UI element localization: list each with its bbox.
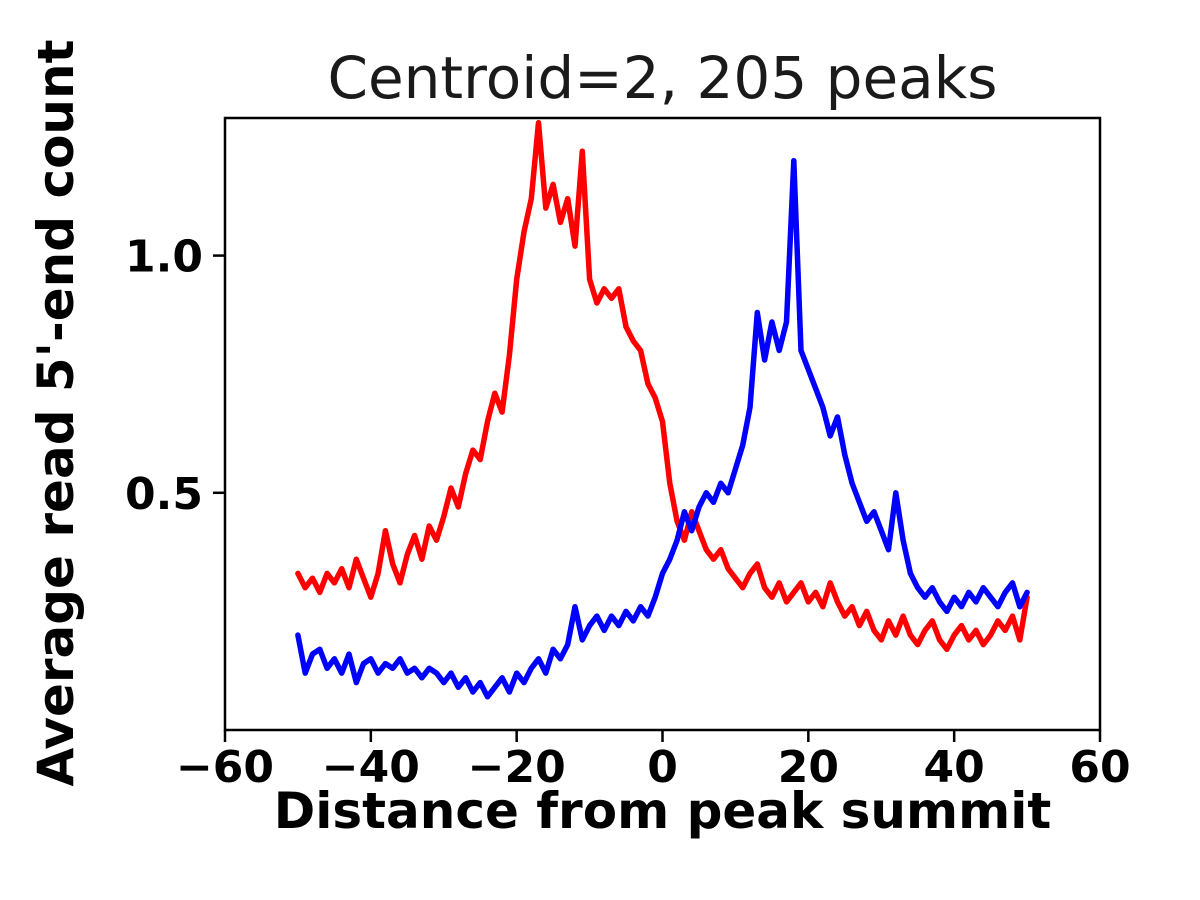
y-tick-label: 1.0: [125, 232, 203, 283]
y-axis-ticks: 0.5 1.0: [125, 232, 225, 520]
blue-line: [295, 157, 1030, 700]
x-axis-ticks: −60 −40 −20 0 20 40 60: [176, 730, 1131, 793]
x-tick-label: 60: [1069, 742, 1130, 793]
series-lines: [295, 119, 1030, 700]
red-line: [295, 119, 1030, 653]
chart-title: Centroid=2, 205 peaks: [327, 44, 998, 112]
x-tick-label: −20: [468, 742, 566, 793]
x-axis-label: Distance from peak summit: [273, 782, 1052, 840]
y-tick-label: 0.5: [125, 469, 203, 520]
x-tick-label: 20: [778, 742, 839, 793]
x-tick-label: −60: [176, 742, 274, 793]
x-tick-label: 0: [647, 742, 678, 793]
x-tick-label: 40: [924, 742, 985, 793]
x-tick-label: −40: [322, 742, 420, 793]
